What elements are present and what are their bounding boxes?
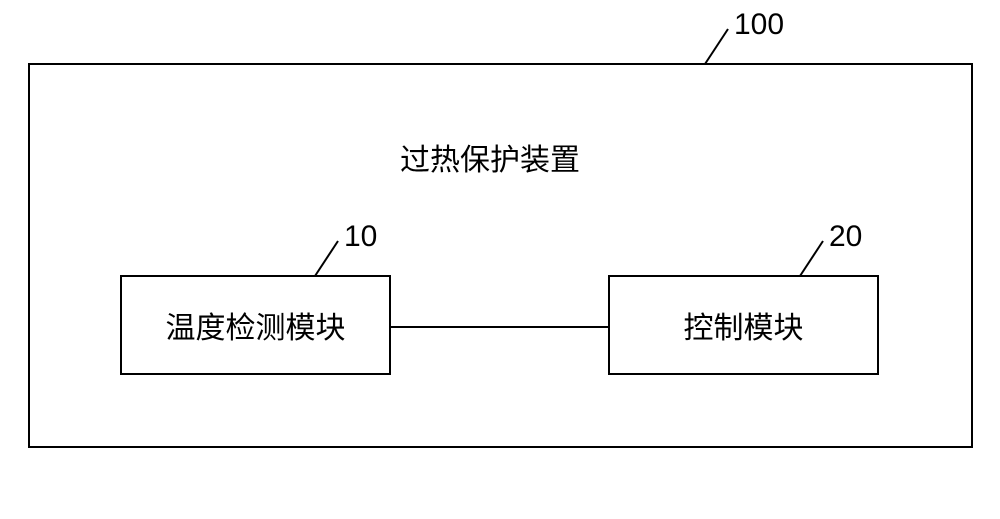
node-control-text: 控制模块 — [684, 303, 804, 347]
outer-label-number: 100 — [734, 8, 784, 42]
node-temp-detect-label: 10 — [344, 220, 377, 254]
node-control: 控制模块 — [608, 275, 879, 375]
diagram-canvas: 过热保护装置 100 温度检测模块 10 控制模块 20 — [0, 0, 1000, 519]
edge-temp-to-control — [391, 326, 608, 328]
node-control-tick — [800, 241, 801, 242]
outer-title: 过热保护装置 — [400, 135, 580, 179]
node-temp-detect: 温度检测模块 — [120, 275, 391, 375]
outer-label-tick — [705, 29, 706, 30]
node-temp-detect-tick — [315, 241, 316, 242]
node-temp-detect-text: 温度检测模块 — [166, 303, 346, 347]
outer-container — [28, 63, 973, 448]
node-control-label: 20 — [829, 220, 862, 254]
